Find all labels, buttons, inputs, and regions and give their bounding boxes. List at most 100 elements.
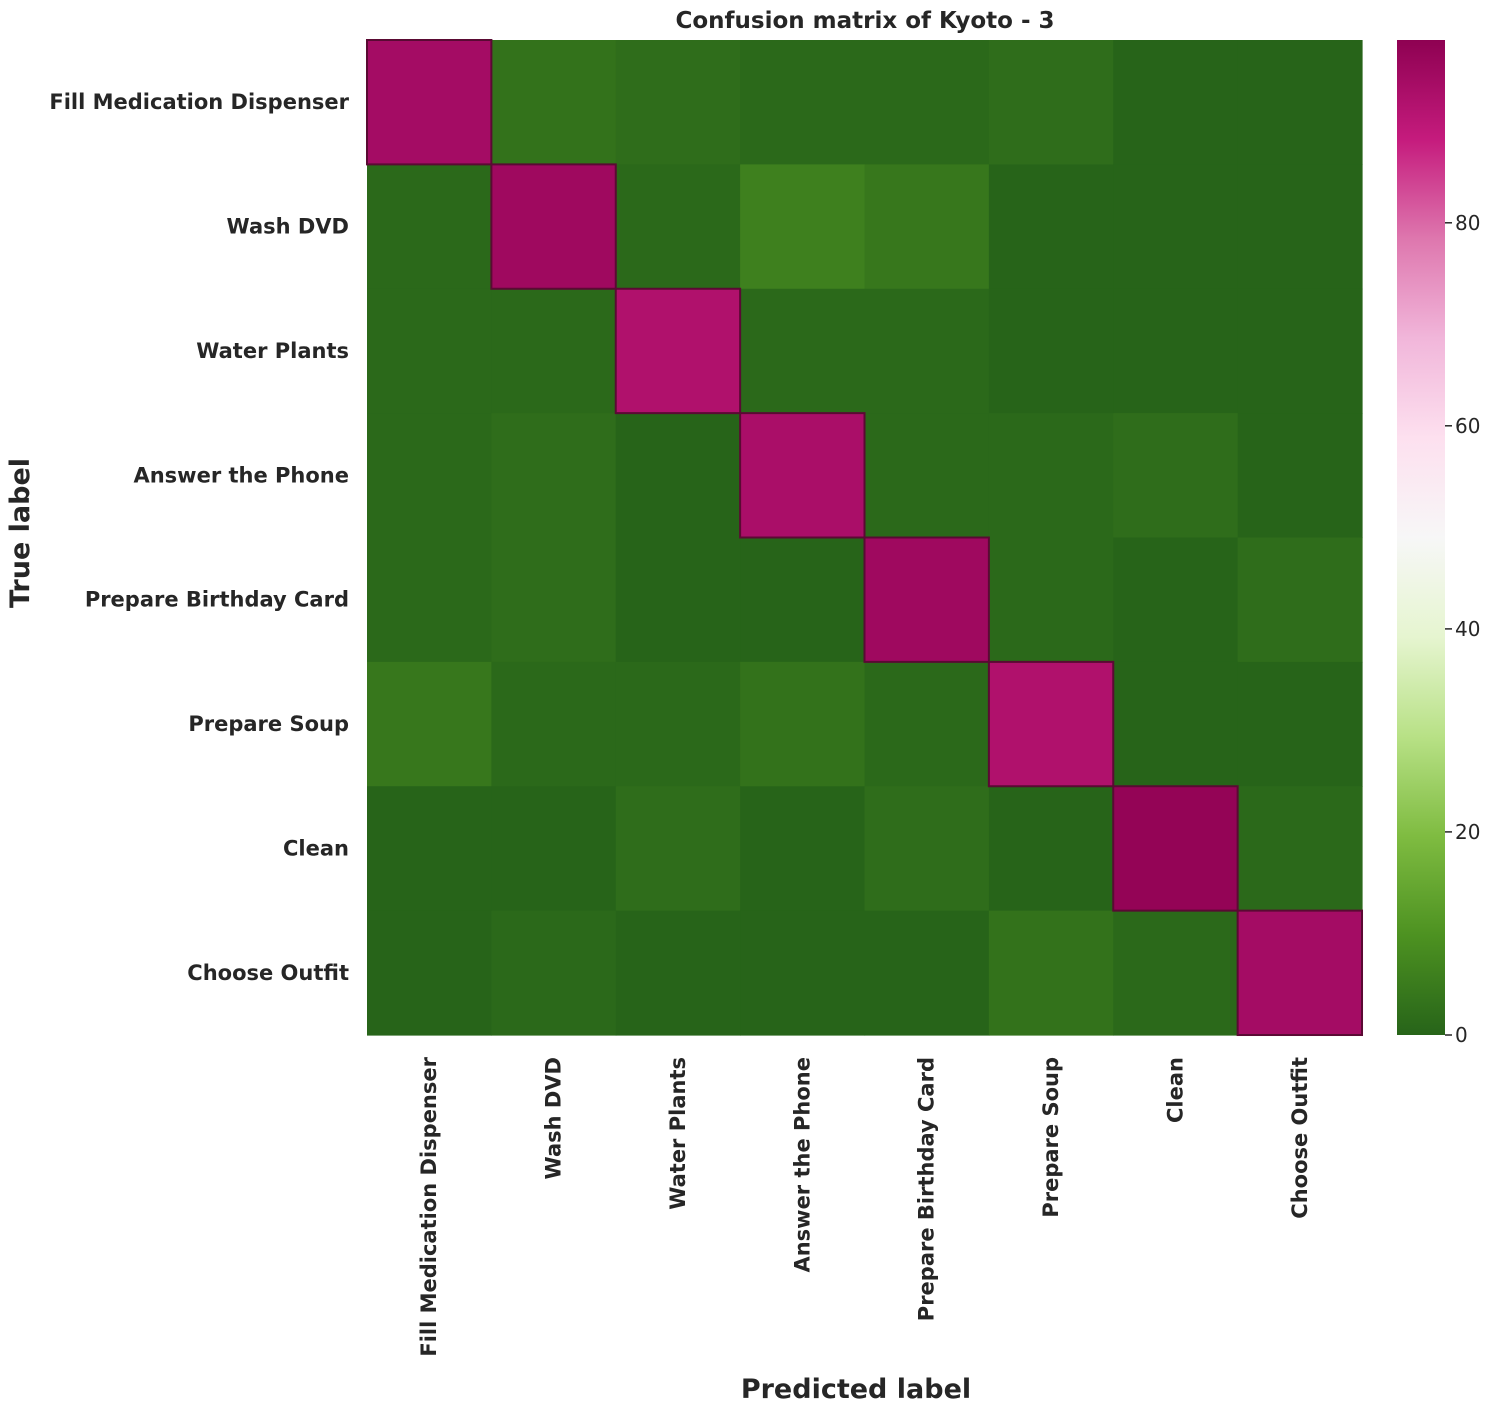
colorbar-tick-label: 40 — [1455, 617, 1480, 641]
diagonal-cell-outline — [863, 536, 990, 663]
diagonal-cell-outline — [739, 412, 866, 539]
heatmap-cell — [367, 164, 492, 290]
y-tick-label: Clean — [283, 836, 349, 860]
y-tick-label: Fill Medication Dispenser — [49, 90, 349, 114]
x-tick-label: Fill Medication Dispenser — [417, 1056, 441, 1356]
heatmap-cell — [740, 413, 866, 539]
diagonal-cell-outline — [1236, 909, 1364, 1037]
heatmap-cell — [491, 537, 617, 663]
heatmap-cell — [1113, 661, 1239, 787]
heatmap-cell — [988, 164, 1114, 290]
heatmap-cell — [1113, 786, 1239, 912]
heatmap-cell — [988, 786, 1114, 912]
heatmap-cell — [1113, 910, 1239, 1036]
heatmap-cell — [864, 910, 990, 1036]
heatmap-cell — [491, 786, 617, 912]
heatmap-cell — [988, 413, 1114, 539]
heatmap-cell — [491, 164, 617, 290]
y-tick-label: Wash DVD — [227, 215, 349, 239]
heatmap-cell — [367, 413, 492, 539]
colorbar-ticks: 0 20 40 60 80 — [1445, 211, 1480, 1047]
y-axis-label: True label — [5, 458, 36, 608]
heatmap-cell — [740, 661, 866, 787]
heatmap-cell — [1113, 164, 1239, 290]
heatmap-cell — [1237, 661, 1363, 787]
heatmap-cells — [366, 39, 1364, 1037]
chart-title: Confusion matrix of Kyoto - 3 — [675, 8, 1054, 34]
heatmap-cell — [367, 661, 492, 787]
x-tick-label: Water Plants — [666, 1057, 690, 1210]
heatmap-cell — [491, 288, 617, 414]
y-tick-label: Prepare Soup — [188, 712, 349, 736]
y-tick-label: Answer the Phone — [133, 463, 349, 487]
x-tick-label: Answer the Phone — [790, 1057, 814, 1273]
diagonal-cell-outline — [490, 163, 617, 290]
heatmap-cell — [491, 910, 617, 1036]
heatmap-cell — [740, 786, 866, 912]
x-axis-label: Predicted label — [741, 1374, 971, 1405]
heatmap-cell — [491, 661, 617, 787]
heatmap-cell — [988, 288, 1114, 414]
x-tick-label: Prepare Soup — [1039, 1057, 1063, 1218]
heatmap-cell — [1237, 40, 1363, 165]
heatmap-cell — [1237, 288, 1363, 414]
heatmap-cell — [367, 910, 492, 1036]
x-tick-label: Choose Outfit — [1288, 1057, 1312, 1219]
heatmap-cell — [740, 910, 866, 1036]
y-tick-label: Choose Outfit — [187, 961, 349, 985]
colorbar — [1397, 40, 1445, 1035]
heatmap-cell — [367, 40, 492, 165]
heatmap-cell — [491, 40, 617, 165]
heatmap-cell — [615, 288, 741, 414]
heatmap-cell — [1237, 164, 1363, 290]
heatmap-cell — [988, 910, 1114, 1036]
heatmap-cell — [864, 164, 990, 290]
heatmap-cell — [615, 164, 741, 290]
heatmap-cell — [367, 786, 492, 912]
heatmap-cell — [864, 40, 990, 165]
heatmap-cell — [615, 661, 741, 787]
heatmap-cell — [864, 661, 990, 787]
y-tick-labels: Fill Medication Dispenser Wash DVD Water P… — [49, 90, 349, 985]
heatmap-cell — [1237, 786, 1363, 912]
x-tick-label: Clean — [1163, 1057, 1187, 1123]
y-tick-label: Prepare Birthday Card — [85, 588, 349, 612]
heatmap-cell — [864, 786, 990, 912]
diagonal-cell-outline — [366, 39, 493, 166]
heatmap-cell — [740, 537, 866, 663]
heatmap-cell — [740, 164, 866, 290]
heatmap-cell — [367, 537, 492, 663]
heatmap-cell — [740, 40, 866, 165]
heatmap-cell — [1237, 910, 1363, 1036]
heatmap-cell — [988, 40, 1114, 165]
heatmap-cell — [1113, 40, 1239, 165]
heatmap-cell — [1113, 537, 1239, 663]
heatmap-cell — [615, 537, 741, 663]
heatmap-cell — [740, 288, 866, 414]
x-tick-labels: Fill Medication Dispenser Wash DVD Water P… — [417, 1056, 1312, 1356]
heatmap-cell — [988, 661, 1114, 787]
heatmap-cell — [491, 413, 617, 539]
diagonal-cell-outline — [614, 287, 742, 415]
colorbar-tick-label: 20 — [1455, 820, 1480, 844]
y-tick-label: Water Plants — [196, 339, 349, 363]
colorbar-tick-label: 80 — [1455, 211, 1480, 235]
heatmap-cell — [864, 288, 990, 414]
x-tick-label: Prepare Birthday Card — [915, 1057, 939, 1321]
heatmap-cell — [1237, 537, 1363, 663]
x-tick-label: Wash DVD — [542, 1057, 566, 1179]
heatmap-cell — [367, 288, 492, 414]
heatmap-cell — [615, 40, 741, 165]
heatmap-cell — [615, 413, 741, 539]
heatmap-cell — [615, 786, 741, 912]
heatmap-cell — [988, 537, 1114, 663]
colorbar-tick-label: 60 — [1455, 414, 1480, 438]
heatmap-cell — [1113, 413, 1239, 539]
heatmap-cell — [615, 910, 741, 1036]
heatmap-cell — [864, 413, 990, 539]
diagonal-cell-outline — [987, 660, 1115, 788]
heatmap-cell — [1237, 413, 1363, 539]
heatmap-cell — [1113, 288, 1239, 414]
heatmap-cell — [864, 537, 990, 663]
